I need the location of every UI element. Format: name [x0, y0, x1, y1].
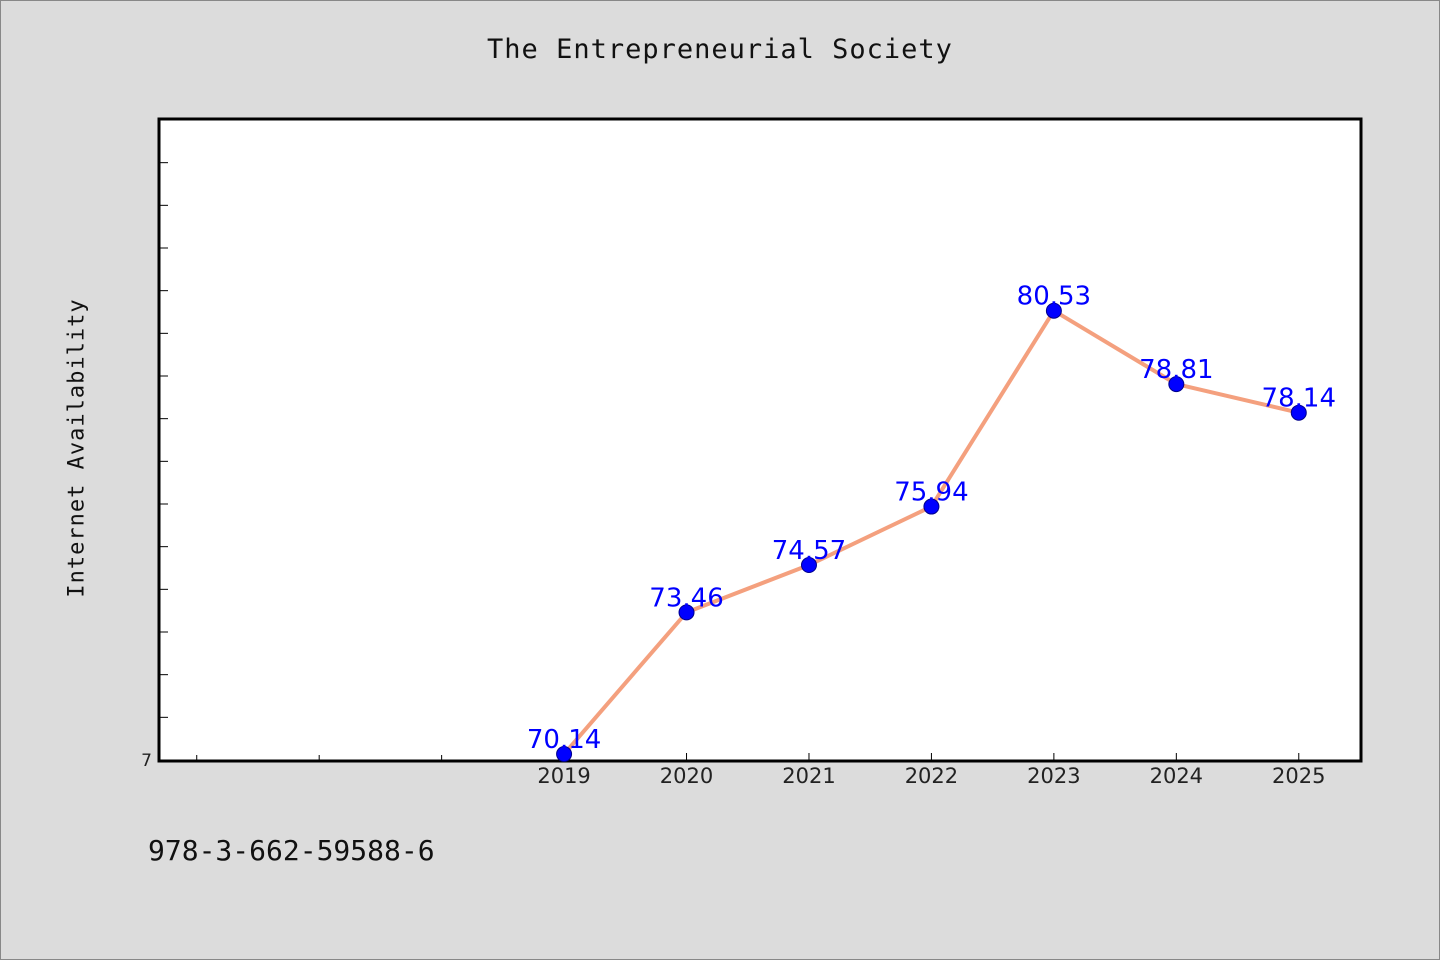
data-label: 73.46: [649, 583, 723, 613]
data-point: [556, 746, 573, 763]
data-label: 78.14: [1262, 384, 1336, 414]
data-point: [1168, 376, 1185, 393]
data-label: 70.14: [527, 725, 601, 755]
x-tick-label: 2023: [1027, 764, 1080, 788]
data-point: [1045, 302, 1062, 319]
data-label: 74.57: [772, 536, 846, 566]
data-markers: [556, 302, 1307, 763]
data-point: [800, 557, 817, 574]
data-label: 80.53: [1017, 282, 1091, 312]
x-tick-label: 2025: [1272, 764, 1325, 788]
data-label: 75.94: [894, 478, 968, 508]
x-axis-ticks: 2019 2020 2021 2022 2023 2024 2025: [196, 753, 1326, 788]
y-tick-label: 7: [141, 751, 152, 771]
data-label: 78.81: [1139, 355, 1213, 385]
footer-isbn: 978-3-662-59588-6: [148, 834, 435, 867]
x-tick-label: 2024: [1150, 764, 1203, 788]
x-tick-label: 2022: [905, 764, 958, 788]
x-tick-label: 2020: [660, 764, 713, 788]
data-point: [923, 498, 940, 515]
data-labels: 70.14 73.46 74.57 75.94 80.53 78.81 78.14: [527, 282, 1336, 755]
data-point: [1290, 404, 1307, 421]
y-axis-ticks: 7: [141, 162, 168, 771]
plot-area: [157, 117, 1363, 763]
x-tick-label: 2021: [782, 764, 835, 788]
data-point: [678, 604, 695, 621]
x-tick-label: 2019: [537, 764, 590, 788]
chart-title: The Entrepreneurial Society: [487, 34, 953, 65]
